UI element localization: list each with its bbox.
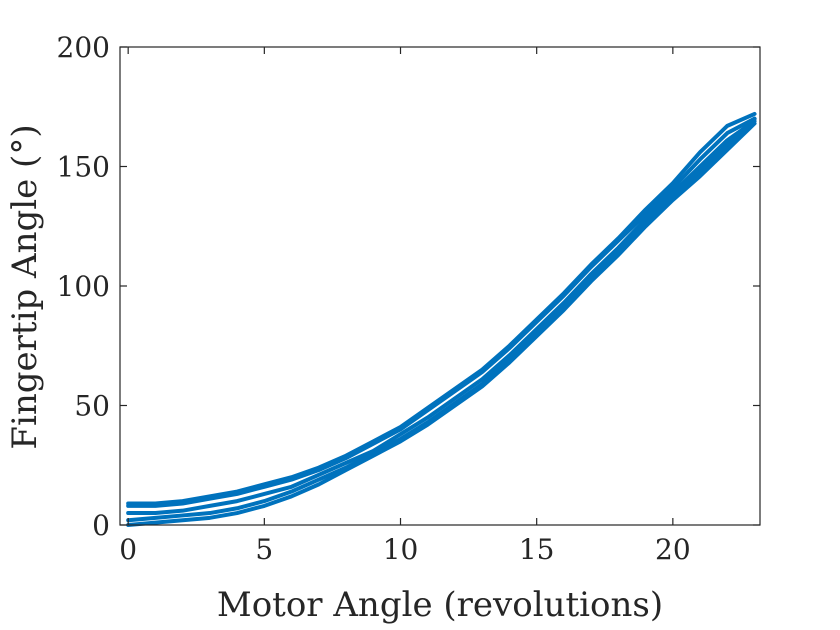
series-line-4	[126, 116, 757, 523]
x-tick-label: 15	[519, 533, 555, 566]
x-axis-title: Motor Angle (revolutions)	[217, 585, 663, 625]
axes	[119, 46, 761, 526]
series-line-3	[126, 119, 757, 516]
y-tick-label: 100	[57, 270, 110, 303]
x-tick-label: 10	[383, 533, 419, 566]
y-axis-title: Fingertip Angle (°)	[5, 124, 45, 449]
y-tick-label: 0	[92, 509, 110, 542]
x-tick-label: 20	[655, 533, 691, 566]
y-tick-label: 200	[57, 31, 110, 64]
x-tick-label: 5	[255, 533, 273, 566]
axes-frame	[119, 46, 761, 526]
series-line-5	[126, 121, 757, 527]
series-line-1	[126, 111, 757, 506]
y-tick-label: 150	[57, 151, 110, 184]
plot-area	[126, 111, 757, 527]
series-line-2	[126, 116, 757, 508]
x-tick-label: 0	[119, 533, 137, 566]
y-tick-label: 50	[74, 390, 110, 423]
